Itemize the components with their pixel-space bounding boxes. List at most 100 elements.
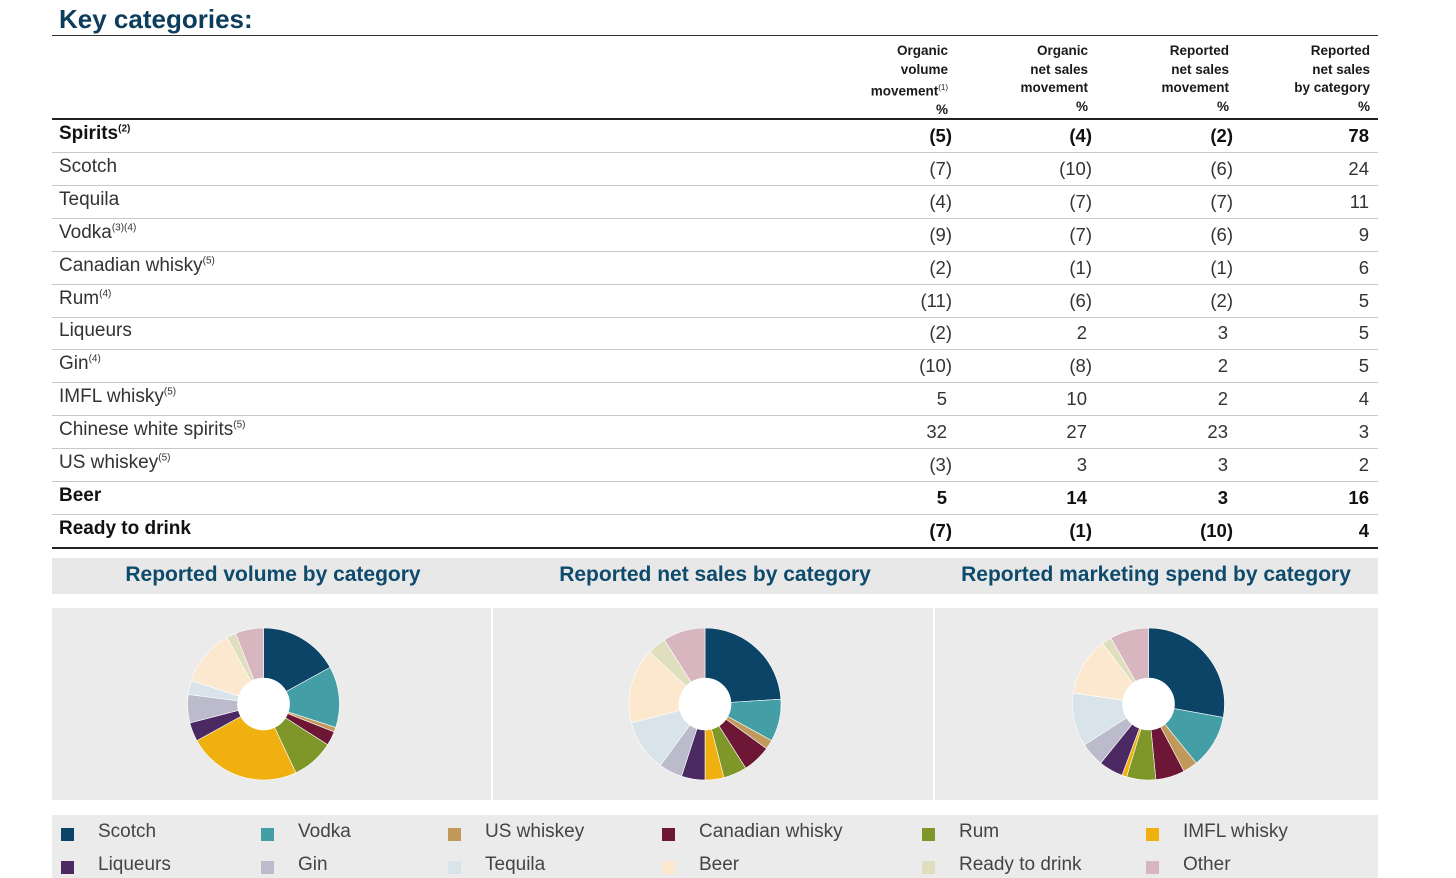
table-cell: 5 xyxy=(1358,289,1369,311)
table-row: IMFL whisky(5) 5 10 2 4 xyxy=(52,382,1378,417)
donut-hole xyxy=(237,678,290,730)
table-cell: (9) xyxy=(929,223,952,245)
table-cell: (10) xyxy=(919,355,952,377)
table-cell: 2 xyxy=(1217,388,1228,410)
chart-panel-marketing xyxy=(935,608,1378,800)
table-row: Liqueurs (2) 2 3 5 xyxy=(52,316,1378,351)
table-cell: (7) xyxy=(929,157,952,179)
legend-label: Other xyxy=(1183,854,1231,875)
table-cell: 32 xyxy=(926,421,947,443)
column-header-text: movement xyxy=(1161,80,1229,95)
table-cell: (8) xyxy=(1069,355,1092,377)
column-header: Reported net sales movement% xyxy=(1099,42,1229,116)
table-cell: 5 xyxy=(936,486,947,508)
row-label-text: Rum xyxy=(59,287,100,309)
table-cell: (7) xyxy=(1210,190,1233,212)
table-cell: 3 xyxy=(1076,454,1087,475)
column-header-text: Organic xyxy=(1036,43,1088,58)
donut-hole xyxy=(679,678,731,730)
table-cell: (7) xyxy=(929,519,952,541)
table-row: Ready to drink (7) (1) (10) 4 xyxy=(52,514,1378,549)
table-cell: 3 xyxy=(1358,421,1369,443)
column-header-text: movement xyxy=(870,83,939,99)
row-label-text: Canadian whisky xyxy=(59,254,203,276)
row-label-text: Beer xyxy=(59,484,102,506)
footnote-marker: (1) xyxy=(938,83,948,92)
table-row: Scotch (7) (10) (6) 24 xyxy=(52,152,1378,186)
table-row: Gin(4) (10) (8) 2 5 xyxy=(52,349,1378,384)
chart-panel-net-sales xyxy=(493,608,933,800)
legend-label: Tequila xyxy=(485,854,546,875)
footnote-marker: (5) xyxy=(233,419,246,431)
row-label-text: IMFL whisky xyxy=(59,386,164,408)
row-label-text: Liqueurs xyxy=(59,320,132,342)
column-header-text: net sales xyxy=(1030,61,1088,77)
table-cell: (2) xyxy=(1210,289,1233,311)
legend-swatch xyxy=(662,828,675,841)
table-cell: 2 xyxy=(1358,454,1369,475)
chart-title-volume: Reported volume by category xyxy=(125,563,421,586)
column-header: Organic net sales movement% xyxy=(958,42,1088,116)
table-cell: (1) xyxy=(1210,256,1233,278)
table-cell: (3) xyxy=(929,454,952,475)
header-divider xyxy=(52,118,1378,120)
row-label: Beer xyxy=(59,485,101,507)
table-cell: 4 xyxy=(1358,388,1369,410)
donut-hole xyxy=(1122,678,1175,730)
page-title: Key categories: xyxy=(59,4,253,34)
column-header-text: net sales xyxy=(1171,61,1229,77)
legend-label: Gin xyxy=(298,854,328,875)
row-label: IMFL whisky(5) xyxy=(59,386,176,408)
table-cell: 3 xyxy=(1217,322,1228,344)
table-cell: (6) xyxy=(1210,223,1233,245)
legend-label: Vodka xyxy=(298,821,351,842)
chart-panel-volume xyxy=(52,608,491,800)
table-cell: 23 xyxy=(1207,421,1228,443)
legend-swatch xyxy=(261,861,274,874)
table-cell: (4) xyxy=(1069,125,1092,146)
legend-label: Rum xyxy=(959,821,1000,842)
table-cell: 9 xyxy=(1358,223,1369,245)
row-label: Ready to drink xyxy=(59,518,191,540)
row-label: Spirits(2) xyxy=(59,123,130,145)
column-header-text: movement xyxy=(1020,80,1088,95)
footnote-marker: (2) xyxy=(118,123,131,135)
table-cell: (6) xyxy=(1069,289,1092,311)
table-cell: (1) xyxy=(1069,519,1092,541)
legend-label: Liqueurs xyxy=(98,854,171,875)
table-cell: 14 xyxy=(1066,486,1087,508)
table-row: Chinese white spirits(5) 32 27 23 3 xyxy=(52,415,1378,450)
footnote-marker: (4) xyxy=(99,288,112,300)
donut-chart-net-sales xyxy=(628,627,782,781)
legend-label: Scotch xyxy=(98,821,157,842)
row-label: US whiskey(5) xyxy=(59,452,170,474)
table-cell: 3 xyxy=(1217,454,1228,475)
legend-label: IMFL whisky xyxy=(1183,821,1288,842)
legend-swatch xyxy=(1146,828,1159,841)
column-header-text: by category xyxy=(1294,80,1370,95)
legend-label: Beer xyxy=(699,854,740,875)
footnote-marker: (5) xyxy=(202,255,215,267)
table-row: Tequila (4) (7) (7) 11 xyxy=(52,185,1378,219)
table-cell: (2) xyxy=(929,322,952,344)
legend-swatch xyxy=(662,861,675,874)
row-label: Scotch xyxy=(59,156,117,178)
legend-swatch xyxy=(61,861,74,874)
column-header-text: Reported xyxy=(1310,43,1370,58)
column-header-text: Organic xyxy=(896,43,948,58)
donut-slice-scotch xyxy=(1148,627,1225,718)
table-cell: (7) xyxy=(1069,190,1092,212)
row-label: Chinese white spirits(5) xyxy=(59,419,245,441)
table-cell: (1) xyxy=(1069,256,1092,278)
table-cell: (11) xyxy=(920,289,952,311)
column-header: Reported net sales by category% xyxy=(1240,42,1370,116)
table-cell: (7) xyxy=(1069,223,1092,245)
table-cell: (10) xyxy=(1059,157,1092,179)
legend-label: US whiskey xyxy=(485,821,585,842)
chart-title-net-sales: Reported net sales by category xyxy=(559,563,871,586)
column-header: Organic volume movement(1)% xyxy=(818,42,948,120)
row-label-text: Chinese white spirits xyxy=(59,419,234,441)
column-header-text: Reported xyxy=(1169,43,1229,58)
legend-swatch xyxy=(61,828,74,841)
table-row: US whiskey(5) (3) 3 3 2 xyxy=(52,448,1378,482)
